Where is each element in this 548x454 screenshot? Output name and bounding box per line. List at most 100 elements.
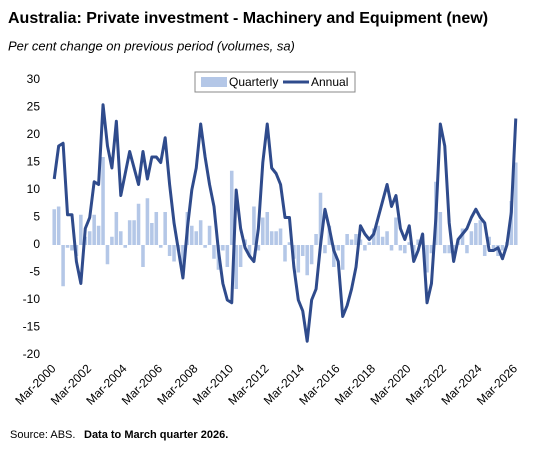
bar — [465, 245, 469, 254]
bar — [398, 245, 403, 251]
bar — [229, 170, 234, 245]
bar — [354, 234, 358, 245]
bar — [225, 245, 230, 267]
note: Data to March quarter 2026. — [84, 429, 228, 441]
bar — [105, 245, 110, 265]
bar — [136, 203, 141, 245]
bar — [256, 245, 261, 251]
bar — [300, 245, 305, 256]
bar — [52, 209, 56, 245]
bar — [332, 245, 336, 267]
bar — [349, 239, 354, 245]
bar — [123, 245, 128, 248]
legend-swatch — [201, 77, 227, 87]
bar — [371, 228, 376, 245]
bar — [127, 220, 132, 245]
bar — [376, 225, 380, 245]
y-tick-label: 15 — [27, 155, 41, 169]
bar — [442, 245, 447, 254]
bar — [190, 225, 194, 245]
y-tick-label: 25 — [27, 100, 41, 114]
bar — [478, 220, 483, 245]
bar — [314, 234, 318, 245]
bar — [367, 242, 372, 245]
bar — [482, 245, 487, 256]
bar — [491, 245, 496, 251]
bar — [363, 245, 367, 251]
bar — [150, 223, 154, 245]
y-tick-label: 10 — [27, 182, 41, 196]
line — [52, 103, 518, 343]
bar — [154, 212, 159, 245]
bar — [278, 228, 283, 245]
bar — [145, 198, 150, 245]
bar — [287, 242, 292, 245]
y-tick-label: -10 — [23, 292, 41, 306]
bar — [70, 245, 74, 251]
bar — [403, 245, 407, 254]
bar — [163, 212, 167, 245]
y-tick-label: -20 — [23, 347, 41, 361]
bar — [238, 245, 243, 267]
bar — [114, 212, 119, 245]
bar — [87, 231, 92, 245]
y-tick-label: 20 — [27, 127, 41, 141]
bar — [110, 236, 114, 245]
bar — [416, 239, 420, 245]
bar — [56, 206, 61, 245]
bar — [221, 245, 225, 251]
bar — [318, 192, 323, 245]
bar — [487, 236, 491, 245]
bar — [514, 162, 518, 245]
bar — [323, 245, 327, 254]
bar — [389, 245, 394, 251]
bar — [194, 231, 199, 245]
bar — [358, 239, 363, 245]
bar — [132, 220, 136, 245]
bar — [247, 245, 252, 256]
chart-title: Australia: Private investment - Machiner… — [8, 10, 488, 27]
bar — [283, 245, 287, 262]
bar — [65, 245, 70, 248]
legend-box — [194, 71, 356, 93]
bar — [181, 245, 185, 276]
bar — [265, 212, 270, 245]
bar — [234, 245, 238, 289]
bar — [438, 212, 443, 245]
legend-label: Annual — [311, 75, 348, 89]
y-tick-label: 5 — [33, 210, 40, 224]
bar — [469, 231, 474, 245]
bar — [274, 231, 278, 245]
bar — [429, 245, 434, 254]
bar — [460, 228, 465, 245]
bar — [252, 206, 256, 245]
bar — [425, 245, 429, 273]
bar — [345, 234, 349, 245]
bar — [394, 217, 398, 245]
bar — [96, 225, 101, 245]
bar — [207, 225, 212, 245]
bar — [269, 231, 274, 245]
bar — [340, 245, 345, 270]
y-tick-label: 30 — [27, 72, 41, 86]
y-tick-label: -5 — [29, 265, 40, 279]
bar — [101, 157, 105, 245]
y-tick-label: -15 — [23, 320, 41, 334]
bar — [380, 236, 385, 245]
bar — [309, 245, 314, 265]
bar — [203, 245, 207, 248]
bar — [79, 214, 83, 245]
bar — [172, 245, 176, 262]
chart-subtitle: Per cent change on previous period (volu… — [8, 38, 295, 53]
bar — [119, 231, 123, 245]
bar — [61, 245, 65, 287]
bar — [407, 242, 412, 245]
legend-label: Quarterly — [229, 75, 278, 89]
source: Source: ABS. — [10, 429, 75, 441]
bar — [296, 245, 301, 273]
bar — [212, 245, 216, 259]
bar — [92, 214, 96, 245]
bar — [474, 223, 478, 245]
bar — [336, 245, 341, 251]
